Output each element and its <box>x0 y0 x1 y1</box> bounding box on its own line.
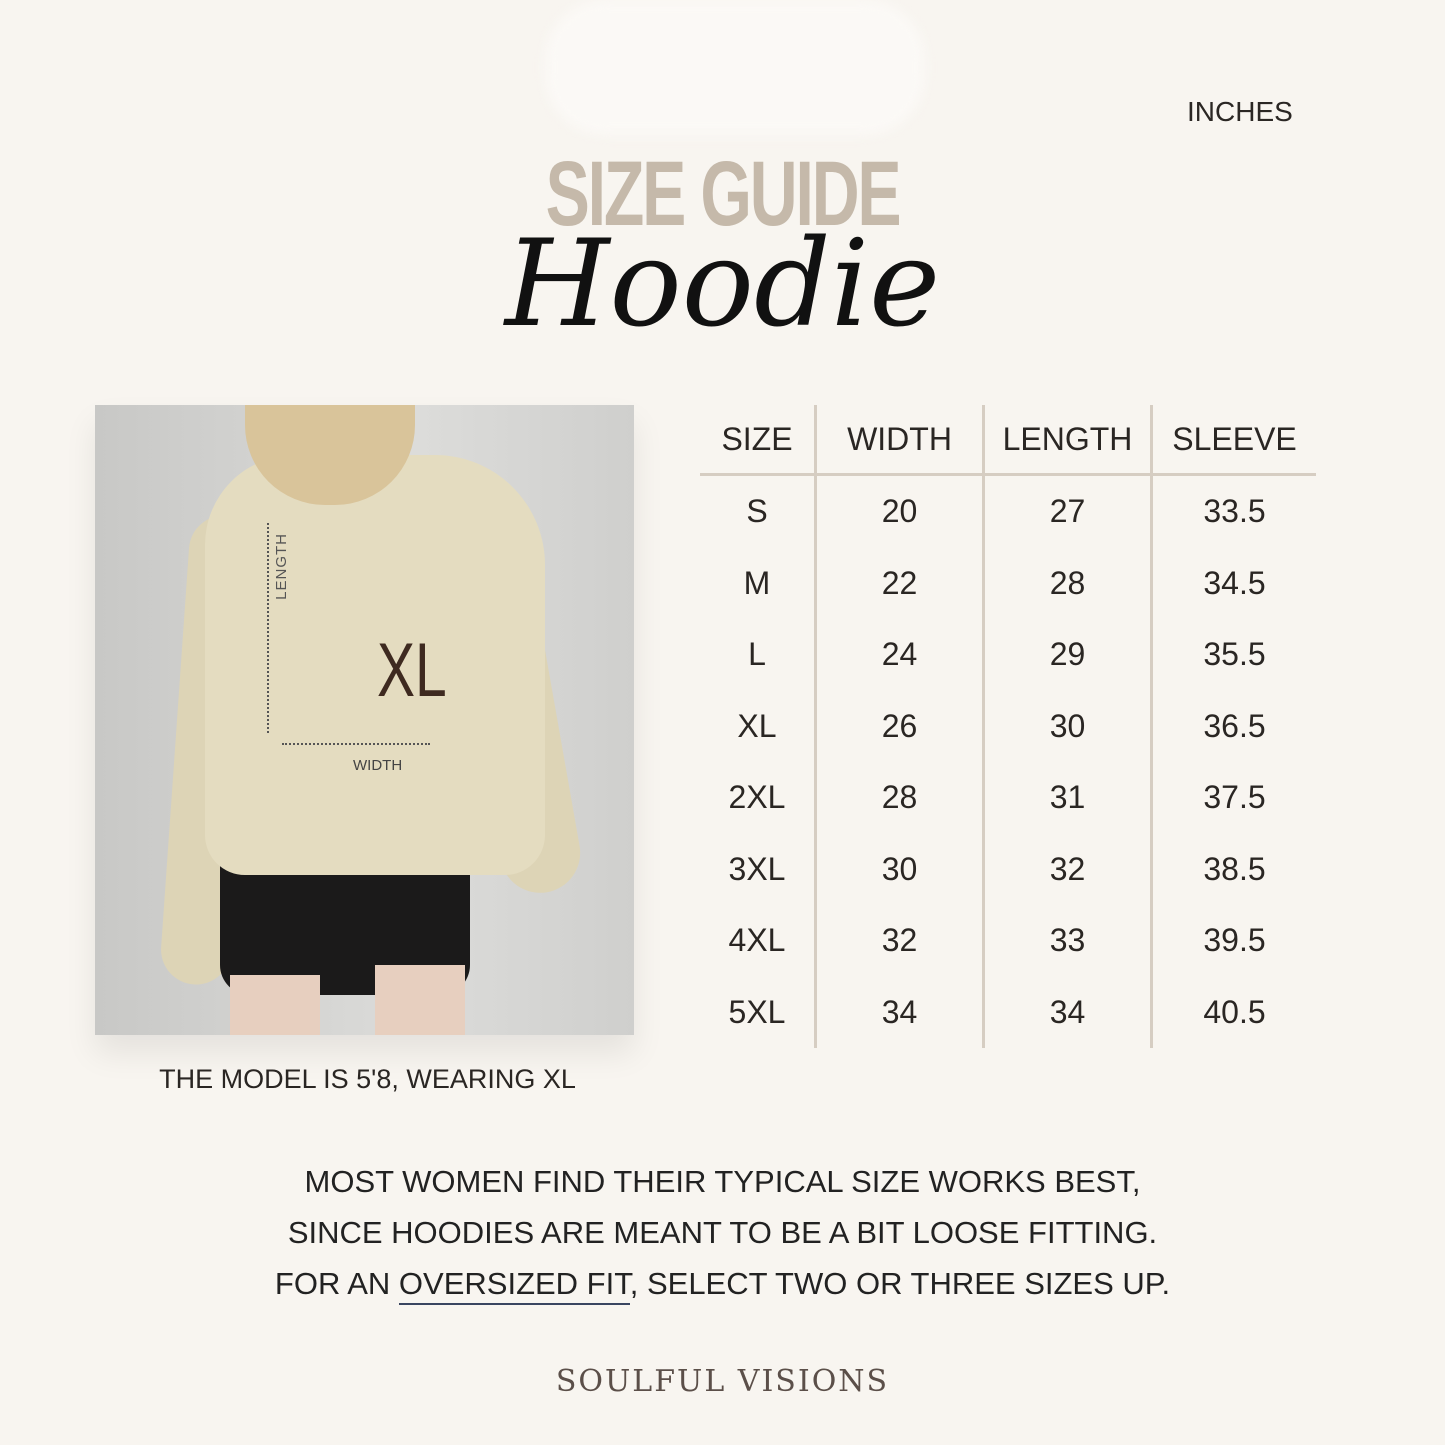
fit-note-line-2: SINCE HOODIES ARE MEANT TO BE A BIT LOOS… <box>287 1215 1158 1250</box>
table-row: XL 26 30 36.5 <box>700 690 1316 762</box>
width-label: WIDTH <box>353 757 403 774</box>
cell-size: S <box>700 474 817 548</box>
cell-length: 34 <box>983 976 1153 1048</box>
header-size: SIZE <box>700 405 817 476</box>
cell-width: 24 <box>815 619 985 691</box>
cell-width: 30 <box>815 833 985 905</box>
cell-width: 20 <box>815 474 985 548</box>
page-title: SIZE GUIDE <box>545 143 902 245</box>
header-sleeve: SLEEVE <box>1151 405 1316 476</box>
fit-note-pre: FOR AN <box>274 1266 399 1301</box>
header-length: LENGTH <box>983 405 1153 476</box>
page-subtitle: Hoodie <box>504 215 941 354</box>
cell-length: 29 <box>983 619 1153 691</box>
leg-left <box>230 975 320 1035</box>
cell-size: 4XL <box>700 905 817 977</box>
table-row: S 20 27 33.5 <box>700 474 1316 548</box>
cell-width: 32 <box>815 905 985 977</box>
size-table: SIZE WIDTH LENGTH SLEEVE S 20 27 33.5 M 22 28 3… <box>700 405 1316 1048</box>
cell-sleeve: 38.5 <box>1203 850 1266 887</box>
table-row: L 24 29 35.5 <box>700 619 1316 691</box>
cell-length: 27 <box>983 474 1153 548</box>
table-row: 3XL 30 32 38.5 <box>700 833 1316 905</box>
cell-sleeve: 40.5 <box>1203 993 1266 1030</box>
oversized-fit-link[interactable]: OVERSIZED FIT <box>398 1266 630 1305</box>
model-photo: LENGTH XL WIDTH <box>95 405 634 1035</box>
model-caption: THE MODEL IS 5'8, WEARING XL <box>159 1064 576 1094</box>
cell-length: 32 <box>983 833 1153 905</box>
size-badge: XL <box>377 628 447 713</box>
cell-length: 28 <box>983 547 1153 619</box>
cell-sleeve: 33.5 <box>1203 493 1266 530</box>
cell-length: 30 <box>983 690 1153 762</box>
width-measure-line <box>282 743 430 745</box>
units-label: INCHES <box>1187 96 1293 127</box>
cell-sleeve: 39.5 <box>1203 922 1266 959</box>
length-measure-line <box>267 523 269 733</box>
cell-size: 2XL <box>700 762 817 834</box>
cell-length: 33 <box>983 905 1153 977</box>
cell-size: XL <box>700 690 817 762</box>
cell-size: M <box>700 547 817 619</box>
cell-sleeve: 37.5 <box>1203 779 1266 816</box>
cell-size: L <box>700 619 817 691</box>
cell-sleeve: 36.5 <box>1203 707 1266 744</box>
fit-note-line-1: MOST WOMEN FIND THEIR TYPICAL SIZE WORKS… <box>304 1164 1141 1199</box>
table-header-row: SIZE WIDTH LENGTH SLEEVE <box>700 405 1316 476</box>
table-row: 4XL 32 33 39.5 <box>700 905 1316 977</box>
hoodie-body <box>205 455 545 875</box>
table-row: M 22 28 34.5 <box>700 547 1316 619</box>
cell-width: 34 <box>815 976 985 1048</box>
cell-sleeve: 35.5 <box>1203 636 1266 673</box>
cell-size: 5XL <box>700 976 817 1048</box>
cell-width: 26 <box>815 690 985 762</box>
cell-length: 31 <box>983 762 1153 834</box>
length-label: LENGTH <box>273 533 290 600</box>
cell-width: 22 <box>815 547 985 619</box>
table-row: 2XL 28 31 37.5 <box>700 762 1316 834</box>
cell-width: 28 <box>815 762 985 834</box>
fit-note-post: , SELECT TWO OR THREE SIZES UP. <box>629 1266 1171 1301</box>
cell-size: 3XL <box>700 833 817 905</box>
fit-note: MOST WOMEN FIND THEIR TYPICAL SIZE WORKS… <box>0 1156 1445 1309</box>
brand-logo: SOULFUL VISIONS <box>555 1364 890 1399</box>
leg-right <box>375 965 465 1035</box>
cell-sleeve: 34.5 <box>1203 564 1266 601</box>
header-width: WIDTH <box>815 405 985 476</box>
fit-note-line-3: FOR AN OVERSIZED FIT, SELECT TWO OR THRE… <box>0 1258 1445 1309</box>
table-row: 5XL 34 34 40.5 <box>700 976 1316 1048</box>
header-glow <box>545 0 925 135</box>
